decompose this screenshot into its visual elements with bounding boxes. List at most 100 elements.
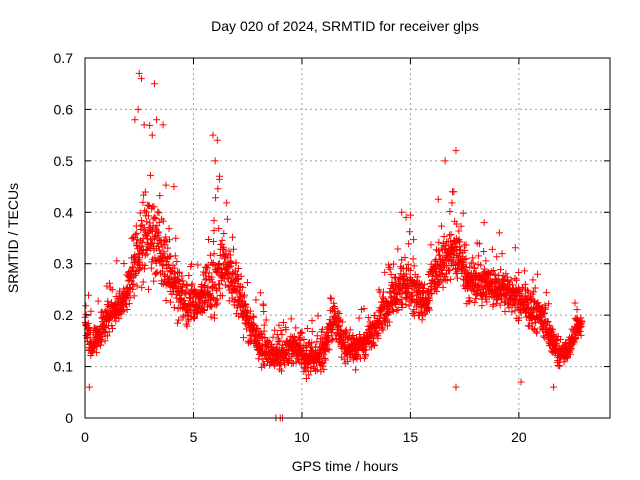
data-point: [355, 314, 363, 322]
data-point: [103, 332, 111, 340]
data-point: [461, 246, 469, 254]
data-point: [553, 336, 561, 344]
data-point: [550, 330, 558, 338]
data-point: [327, 295, 335, 303]
data-point: [344, 357, 352, 365]
data-point: [434, 247, 442, 255]
data-point: [502, 270, 510, 278]
data-point: [297, 328, 305, 336]
data-point: [521, 267, 529, 275]
data-point: [365, 338, 373, 346]
data-point: [232, 259, 240, 267]
data-point: [528, 320, 536, 328]
data-point: [108, 325, 116, 333]
data-point: [138, 284, 146, 292]
data-point: [159, 121, 167, 129]
data-point: [209, 131, 217, 139]
data-point: [546, 332, 554, 340]
data-point: [216, 251, 224, 259]
data-point: [87, 307, 95, 315]
data-point: [455, 227, 463, 235]
data-point: [94, 297, 102, 305]
data-point: [177, 295, 185, 303]
data-point: [150, 277, 158, 285]
data-point: [452, 147, 460, 155]
data-point: [475, 252, 483, 260]
data-point: [199, 306, 207, 314]
data-point: [252, 296, 260, 304]
data-point: [472, 295, 480, 303]
data-point: [159, 217, 167, 225]
data-point: [303, 324, 311, 332]
data-point: [154, 208, 162, 216]
data-point: [517, 378, 525, 386]
data-point: [324, 345, 332, 353]
data-point: [446, 266, 454, 274]
data-point: [129, 285, 137, 293]
data-point: [331, 305, 339, 313]
data-point: [291, 336, 299, 344]
data-point: [176, 277, 184, 285]
data-point: [282, 351, 289, 359]
data-point: [254, 334, 262, 342]
data-point: [457, 222, 465, 230]
data-point: [573, 306, 581, 314]
plot-frame: [84, 57, 611, 419]
x-tick-label: 0: [81, 429, 89, 445]
data-point: [106, 279, 114, 287]
data-point: [216, 284, 224, 292]
data-point: [260, 327, 268, 335]
x-tick-label: 20: [511, 429, 527, 445]
data-point: [497, 266, 505, 274]
data-point: [488, 245, 496, 253]
data-point: [501, 307, 509, 315]
data-point: [274, 338, 282, 346]
data-point: [215, 260, 223, 268]
data-point: [277, 326, 285, 334]
data-point: [153, 268, 161, 276]
data-point: [547, 324, 555, 332]
data-point: [415, 287, 423, 295]
data-point: [218, 236, 226, 244]
data-point: [242, 303, 250, 311]
data-point: [443, 277, 451, 285]
data-point: [153, 116, 161, 124]
data-point: [469, 259, 477, 267]
data-point: [138, 238, 146, 246]
data-point: [249, 320, 257, 328]
data-point: [218, 292, 226, 300]
data-point: [329, 335, 337, 343]
data-point: [334, 308, 342, 316]
data-point: [247, 307, 255, 315]
data-point: [134, 105, 142, 113]
data-point: [228, 294, 236, 302]
data-point: [215, 225, 223, 233]
data-point: [208, 293, 216, 301]
data-point: [312, 343, 320, 351]
data-point: [93, 343, 101, 351]
data-point: [364, 314, 372, 322]
data-point: [205, 235, 213, 243]
data-point: [144, 201, 152, 209]
data-point: [536, 314, 544, 322]
data-point: [278, 367, 286, 375]
data-point: [93, 349, 101, 357]
data-point: [211, 157, 219, 165]
data-point: [529, 324, 537, 332]
data-point: [141, 261, 149, 269]
data-point: [542, 305, 550, 313]
data-point: [425, 296, 433, 304]
data-point: [460, 255, 468, 263]
data-point: [482, 257, 490, 265]
data-point: [504, 299, 512, 307]
data-point: [404, 294, 412, 302]
data-point: [181, 299, 189, 307]
y-axis-title: SRMTID / TECUs: [5, 183, 21, 293]
data-point: [314, 312, 322, 320]
data-point: [151, 213, 159, 221]
data-point: [174, 319, 182, 327]
data-point: [147, 264, 155, 272]
data-point: [381, 268, 389, 276]
data-point: [216, 172, 224, 180]
data-point: [453, 220, 461, 228]
